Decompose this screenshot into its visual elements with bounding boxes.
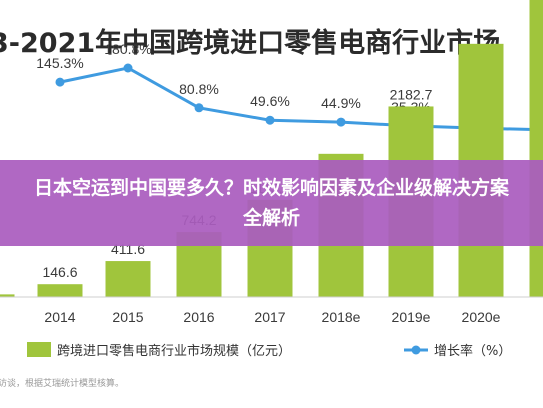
x-tick-label-2017: 2017 [254,309,285,325]
growth-label-2015: 180.8% [104,41,151,57]
growth-label-2018e: 44.9% [321,95,361,111]
bar-3 [0,294,15,297]
growth-point-2014 [55,77,65,87]
legend-bar-swatch [27,342,51,357]
growth-point-2017 [265,115,275,125]
bar-2014 [37,284,83,297]
x-tick-label-2015: 2015 [112,309,143,325]
headline-banner: 日本空运到中国要多久？时效影响因素及企业级解决方案全解析 [0,160,543,246]
legend: 跨境进口零售电商行业市场规模（亿元） 增长率（%） [27,342,511,359]
x-tick-label-2018e: 2018e [322,309,361,325]
legend-line-label: 增长率（%） [434,343,511,359]
growth-point-2018e [336,117,346,127]
x-tick-label-2016: 2016 [183,309,214,325]
bar-2 [529,0,543,297]
legend-line-marker [411,345,421,355]
x-tick-label-2020e: 2020e [462,309,501,325]
x-axis-labels: 320142015201620172018e2019e2020e2 [44,309,501,325]
bar-2015 [105,261,151,297]
growth-point-2015 [123,63,133,73]
bar-value-label-2019e: 2182.7 [390,86,433,102]
legend-bar-label: 跨境进口零售电商行业市场规模（亿元） [57,343,291,359]
growth-point-2016 [194,103,204,113]
bar-value-label-2014: 146.6 [42,264,77,280]
growth-label-2014: 145.3% [36,55,83,71]
x-tick-label-2014: 2014 [44,309,75,325]
headline-text: 日本空运到中国要多久？时效影响因素及企业级解决方案全解析 [33,177,509,229]
growth-label-2016: 80.8% [179,81,219,97]
chart-title: 3-2021年中国跨境进口零售电商行业市场 [0,27,500,59]
x-tick-label-2019e: 2019e [392,309,431,325]
source-note: 访谈，根据艾瑞统计模型核算。 [0,377,124,389]
growth-label-2017: 49.6% [250,93,290,109]
